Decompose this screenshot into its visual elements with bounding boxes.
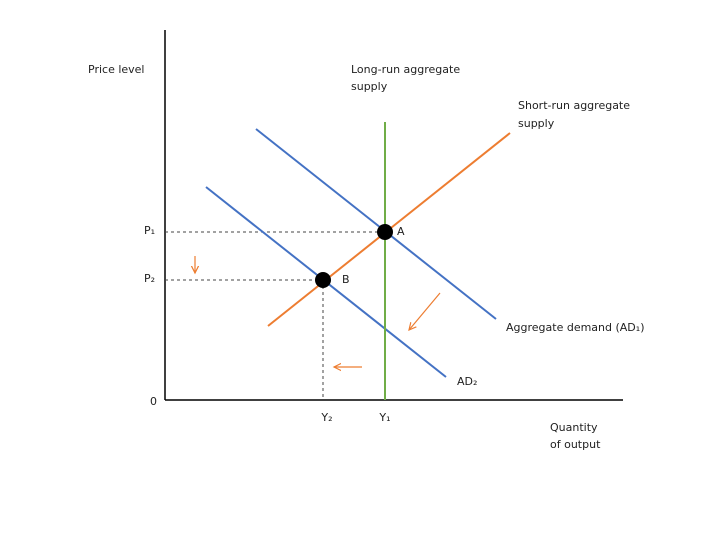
output-label: Y₁ (378, 411, 390, 424)
y-axis-label: Price level (88, 63, 145, 76)
ad2-label: AD₂ (457, 375, 477, 388)
shift-arrow (409, 292, 441, 330)
point-label: A (397, 225, 405, 238)
x-axis-label: of output (550, 438, 601, 451)
equilibrium-point (315, 272, 331, 288)
output-label: Y₂ (320, 411, 332, 424)
price-level-label: P₂ (144, 272, 155, 285)
x-axis-label: Quantity (550, 421, 598, 434)
ad1-label: Aggregate demand (AD₁) (506, 321, 644, 334)
origin-label: 0 (150, 395, 157, 408)
sras-label: supply (518, 117, 555, 130)
sras-label: Short-run aggregate (518, 99, 630, 112)
lras-label: Long-run aggregate (351, 63, 460, 76)
point-label: B (342, 273, 350, 286)
lras-label: supply (351, 80, 388, 93)
ad1-curve (255, 128, 497, 320)
equilibrium-point (377, 224, 393, 240)
price-level-label: P₁ (144, 224, 155, 237)
